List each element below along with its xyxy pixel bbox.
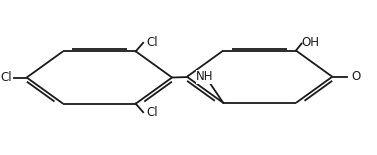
Text: O: O: [351, 70, 360, 83]
Text: Cl: Cl: [147, 106, 158, 120]
Text: NH: NH: [196, 70, 214, 83]
Text: OH: OH: [302, 35, 320, 49]
Text: Cl: Cl: [147, 35, 158, 49]
Text: Cl: Cl: [0, 71, 12, 84]
